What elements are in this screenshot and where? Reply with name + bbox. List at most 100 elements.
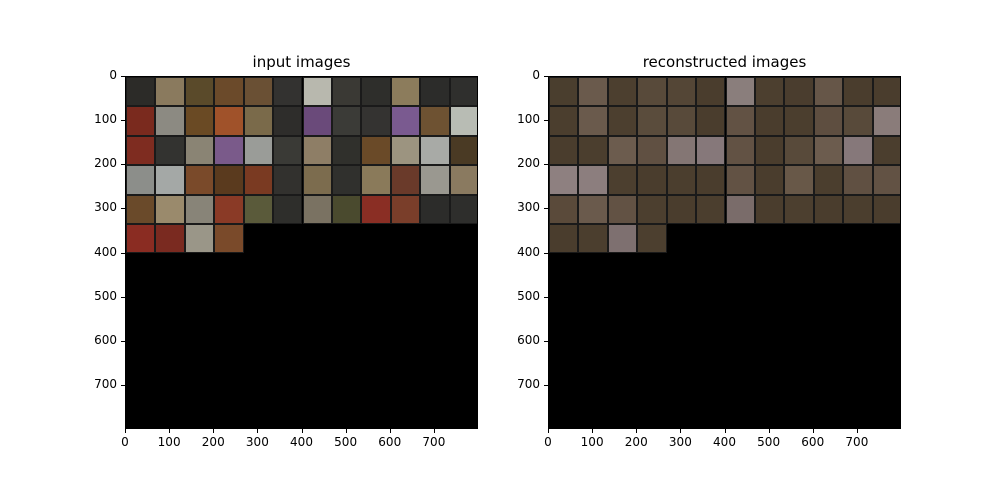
y-tick-label: 700 — [517, 376, 540, 391]
image-tile — [666, 135, 697, 166]
x-tick-label: 700 — [845, 435, 869, 449]
image-tile — [696, 165, 726, 195]
x-tick-label: 100 — [157, 435, 181, 449]
image-tile — [331, 135, 362, 166]
image-tile — [813, 106, 844, 136]
image-tile — [214, 135, 244, 166]
image-tile — [784, 194, 814, 225]
image-tile — [243, 194, 274, 225]
image-tile — [243, 77, 274, 107]
image-tile — [549, 165, 579, 195]
image-tile — [578, 165, 608, 195]
image-tile — [331, 77, 362, 107]
image-tile — [361, 77, 391, 107]
image-tile — [449, 165, 477, 195]
y-tick-label: 400 — [517, 244, 540, 259]
y-tick-label: 0 — [532, 68, 540, 82]
y-tick-label: 700 — [94, 376, 117, 391]
image-tile — [872, 106, 900, 136]
image-tile — [273, 165, 303, 195]
image-tile — [578, 224, 608, 254]
image-tile — [361, 165, 391, 195]
image-tile — [549, 106, 579, 136]
x-tick-label: 500 — [757, 435, 781, 449]
image-tile — [361, 135, 391, 166]
y-tick-label: 100 — [94, 112, 117, 127]
y-tick-mark — [121, 340, 125, 342]
image-tile — [872, 194, 900, 225]
image-tile — [607, 135, 638, 166]
image-tile — [449, 106, 477, 136]
image-tile — [214, 165, 244, 195]
image-tile — [155, 194, 185, 225]
x-tick-mark — [856, 429, 858, 433]
y-tick-label: 500 — [94, 288, 117, 303]
x-tick-label: 400 — [290, 435, 313, 449]
image-tile — [637, 106, 667, 136]
image-tile — [184, 106, 215, 136]
image-tile — [214, 194, 244, 225]
x-tick-label: 600 — [801, 435, 825, 449]
image-tile — [302, 77, 332, 107]
image-tile — [361, 106, 391, 136]
y-tick-mark — [544, 296, 548, 298]
image-tile — [155, 106, 185, 136]
image-tile — [843, 194, 873, 225]
image-tile — [696, 194, 726, 225]
image-tile — [549, 135, 579, 166]
image-tile — [184, 135, 215, 166]
image-tile — [872, 77, 900, 107]
image-tile — [607, 77, 638, 107]
y-tick-mark — [544, 164, 548, 166]
image-tile — [420, 194, 450, 225]
image-tile — [214, 224, 244, 254]
y-tick-mark — [544, 252, 548, 254]
y-tick-label: 300 — [517, 200, 540, 215]
image-tile — [637, 194, 667, 225]
image-tile — [578, 106, 608, 136]
image-tile — [637, 77, 667, 107]
image-tile — [637, 224, 667, 254]
image-tile — [754, 165, 785, 195]
image-tile — [184, 165, 215, 195]
image-tile — [872, 135, 900, 166]
image-tile — [578, 77, 608, 107]
image-tile — [843, 165, 873, 195]
image-tile — [184, 77, 215, 107]
image-tile — [843, 106, 873, 136]
image-tile — [754, 77, 785, 107]
image-tile — [607, 106, 638, 136]
image-tile — [155, 135, 185, 166]
y-tick-mark — [121, 164, 125, 166]
x-tick-mark — [548, 429, 549, 433]
y-tick-mark — [544, 76, 548, 77]
image-tile — [214, 106, 244, 136]
y-tick-mark — [121, 252, 125, 254]
image-tile — [784, 77, 814, 107]
image-tile — [331, 194, 362, 225]
x-tick-mark — [125, 429, 126, 433]
image-tile — [331, 106, 362, 136]
x-tick-mark — [213, 429, 215, 433]
image-tile — [361, 194, 391, 225]
x-tick-mark — [724, 429, 726, 433]
image-tile — [696, 135, 726, 166]
image-tile — [420, 106, 450, 136]
image-tile — [725, 165, 755, 195]
image-tile — [126, 165, 156, 195]
y-tick-label: 0 — [109, 68, 117, 82]
image-tile — [666, 165, 697, 195]
y-tick-label: 200 — [94, 156, 117, 171]
y-tick-mark — [544, 208, 548, 210]
image-tile — [331, 165, 362, 195]
image-tile — [243, 165, 274, 195]
image-tile — [126, 77, 156, 107]
image-tile — [725, 194, 755, 225]
image-tile — [725, 77, 755, 107]
y-tick-label: 500 — [517, 288, 540, 303]
image-tile — [607, 224, 638, 254]
x-tick-label: 700 — [422, 435, 446, 449]
image-tile — [126, 135, 156, 166]
image-tile — [155, 77, 185, 107]
